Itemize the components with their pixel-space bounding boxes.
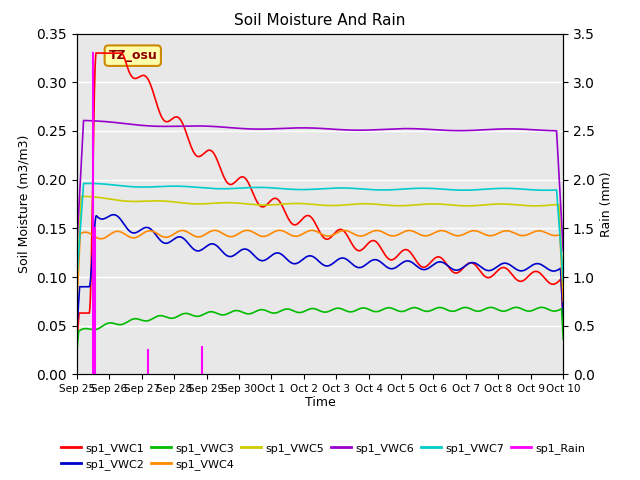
Title: Soil Moisture And Rain: Soil Moisture And Rain bbox=[234, 13, 406, 28]
Legend: sp1_VWC1, sp1_VWC2, sp1_VWC3, sp1_VWC4, sp1_VWC5, sp1_VWC6, sp1_VWC7, sp1_Rain: sp1_VWC1, sp1_VWC2, sp1_VWC3, sp1_VWC4, … bbox=[57, 438, 590, 474]
X-axis label: Time: Time bbox=[305, 396, 335, 408]
Y-axis label: Soil Moisture (m3/m3): Soil Moisture (m3/m3) bbox=[18, 135, 31, 273]
Text: TZ_osu: TZ_osu bbox=[108, 49, 157, 62]
Y-axis label: Rain (mm): Rain (mm) bbox=[600, 171, 614, 237]
